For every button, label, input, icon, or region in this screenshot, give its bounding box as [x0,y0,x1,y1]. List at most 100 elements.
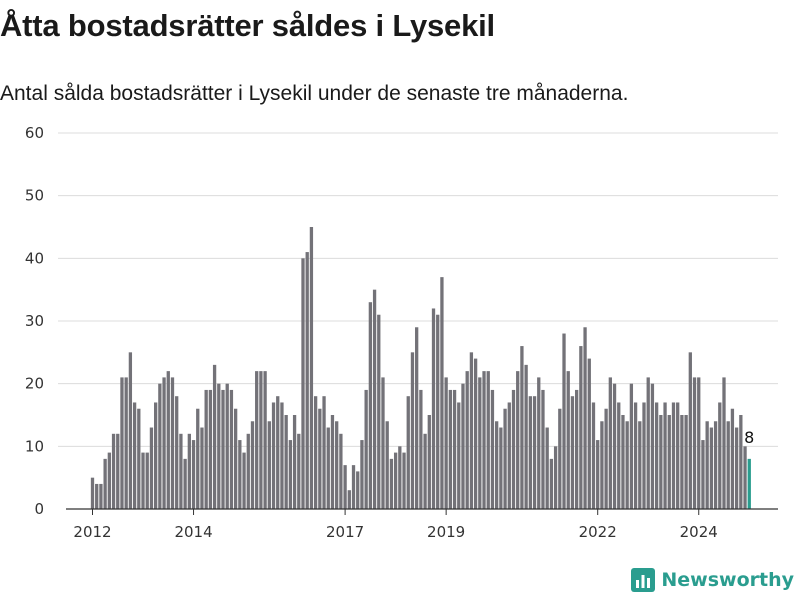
bar [288,440,293,509]
bar [280,402,284,509]
bar [335,421,339,509]
x-tick-label: 2012 [73,523,111,540]
bar [208,389,213,509]
bar [722,377,726,509]
bar [263,371,267,509]
bar [255,371,259,509]
y-tick-label: 60 [25,124,44,142]
newsworthy-logo: Newsworthy [631,568,794,592]
bar [120,377,124,509]
bar [276,396,280,509]
bar [659,415,663,509]
bar [587,358,591,509]
bar [680,415,684,509]
bar [436,314,440,509]
bar [553,446,558,509]
bar [528,396,532,509]
y-tick-label: 40 [25,249,44,267]
bar [532,396,537,509]
bar [103,458,107,509]
bar [692,377,697,509]
y-tick-label: 20 [25,375,44,393]
bar [267,421,271,509]
bar [368,302,373,509]
bar [621,415,625,509]
bar [579,346,583,509]
bar [713,421,718,509]
bar [583,327,587,509]
bar [495,421,499,509]
bar [452,389,457,509]
bar [410,352,415,509]
bar [612,383,617,509]
bar [629,383,634,509]
bar [360,440,364,509]
bar [191,440,196,509]
bar [284,415,288,509]
bar [356,471,360,509]
bar [187,433,191,509]
bar [313,396,318,509]
bar [233,408,238,509]
bar [351,465,356,509]
bar [562,333,566,509]
bar [132,402,137,509]
bar [701,440,705,509]
x-tick-label: 2017 [326,523,364,540]
bar [705,421,709,509]
bar [671,402,676,509]
x-tick-label: 2019 [427,523,465,540]
bar [663,402,667,509]
bar [318,408,322,509]
bar [734,427,739,509]
bar [448,389,452,509]
bar [364,389,368,509]
bar [326,427,330,509]
bar [137,408,141,509]
bar [393,452,398,509]
bar [726,421,730,509]
bars [90,227,751,509]
bar [292,415,297,509]
x-axis-ticks: 2012 2014 2017 2019 2022 2024 [73,509,718,540]
bar [684,415,688,509]
last-value-label: 8 [744,428,754,447]
page-title: Åtta bostadsrätter såldes i Lysekil [0,8,495,43]
bar [730,408,735,509]
bar [566,371,570,509]
bar [149,427,154,509]
bar [558,408,562,509]
bar [469,352,474,509]
bar [545,427,549,509]
bar [246,433,250,509]
bar-highlight [747,458,751,509]
bar [170,377,175,509]
bar [507,402,511,509]
bar [242,452,246,509]
bar [309,227,314,509]
bar [141,452,145,509]
bar [339,433,343,509]
bar [591,402,596,509]
bar [608,377,612,509]
bar [377,314,381,509]
bar [166,371,170,509]
bar [90,477,95,509]
bar [499,427,503,509]
bar [162,377,166,509]
bar [743,446,747,509]
bar [406,396,410,509]
bar [549,458,554,509]
bar [221,389,225,509]
bar [347,490,351,509]
bar [124,377,128,509]
bar [570,396,575,509]
bar [271,402,276,509]
bar [158,383,162,509]
bar [625,421,629,509]
bar [516,371,520,509]
y-tick-label: 30 [25,312,44,330]
bar [212,364,217,509]
bar [398,446,402,509]
bar [642,402,646,509]
